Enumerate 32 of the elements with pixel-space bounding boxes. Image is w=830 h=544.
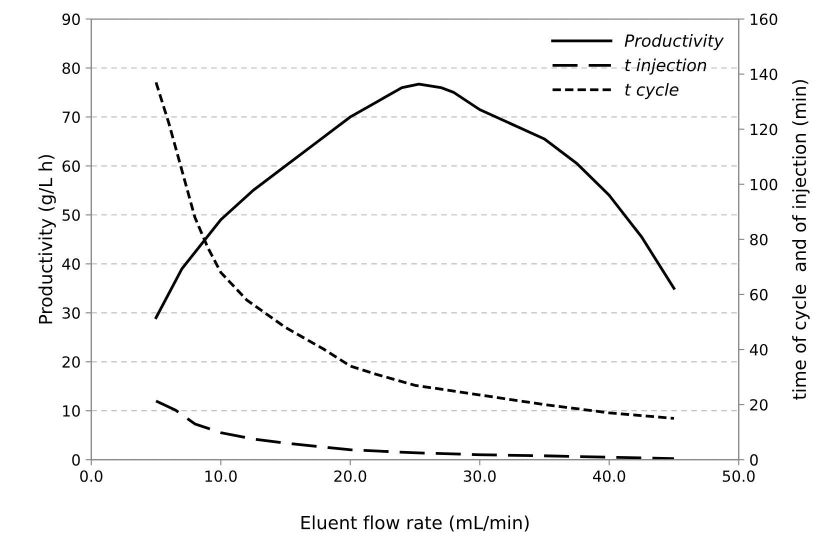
y-tick-label: 70 xyxy=(62,111,80,123)
y-axis-title: Productivity (g/L h) xyxy=(38,155,56,324)
x-tick-label: 0.0 xyxy=(80,470,102,482)
y-tick-label: 20 xyxy=(62,356,80,368)
y2-tick-label: 160 xyxy=(750,14,778,26)
y-tick-label: 80 xyxy=(62,62,80,74)
y-tick-label: 0 xyxy=(72,454,80,466)
y2-tick-label: 20 xyxy=(750,399,768,411)
x-tick-label: 20.0 xyxy=(334,470,366,482)
y-tick-label: 50 xyxy=(62,209,80,221)
x-tick-label: 30.0 xyxy=(464,470,496,482)
x-tick-label: 40.0 xyxy=(592,470,626,482)
legend-label: Productivity xyxy=(624,34,724,50)
legend-label: t injection xyxy=(625,58,706,75)
x-axis-title: Eluent flow rate (mL/min) xyxy=(302,515,529,532)
y2-tick-label: 80 xyxy=(750,234,768,246)
y-tick-label: 40 xyxy=(62,258,80,270)
y2-tick-label: 120 xyxy=(750,124,778,136)
x-tick-label: 10.0 xyxy=(205,470,237,482)
y2-tick-label: 100 xyxy=(750,178,778,190)
y2-axis-title: time of cycle and of injection (min) xyxy=(792,80,810,400)
y2-tick-label: 0 xyxy=(750,454,758,466)
y2-tick-label: 140 xyxy=(750,68,778,80)
y-tick-label: 30 xyxy=(62,307,80,319)
y2-tick-label: 60 xyxy=(750,288,768,300)
line-series xyxy=(154,400,676,460)
y2-tick-label: 40 xyxy=(750,344,768,356)
y-tick-label: 90 xyxy=(62,14,80,26)
legend-label: t cycle xyxy=(625,82,678,100)
y-tick-label: 60 xyxy=(62,160,80,172)
x-tick-label: 50.0 xyxy=(722,470,755,482)
y-tick-label: 10 xyxy=(63,405,80,417)
